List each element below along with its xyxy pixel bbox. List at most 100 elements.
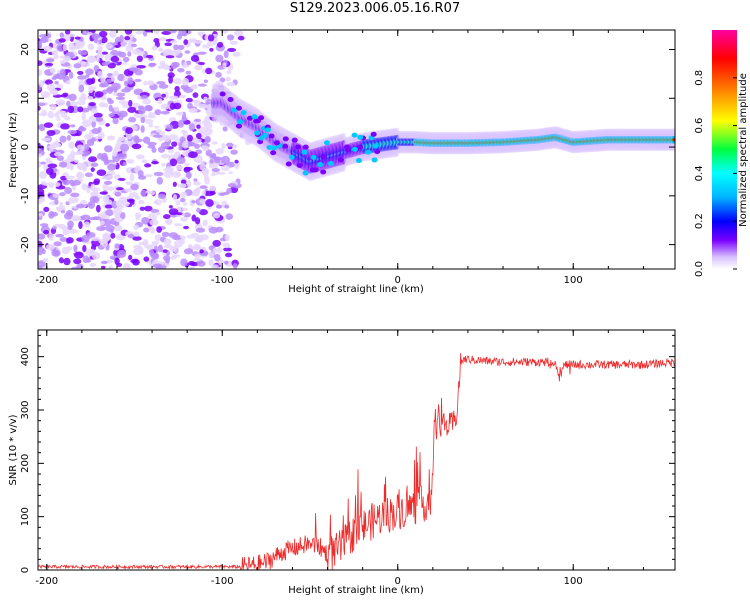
- heatmap-noise-blob: [177, 183, 187, 189]
- snr-xtick-label: -200: [35, 576, 58, 587]
- heatmap-noise-blob: [105, 209, 114, 217]
- heatmap-ytick-label: -20: [20, 236, 31, 252]
- heatmap-noise-blob: [125, 127, 133, 135]
- heatmap-noise-blob: [117, 249, 127, 258]
- heatmap-noise-blob: [49, 211, 59, 217]
- heatmap-noise-blob: [181, 207, 189, 211]
- heatmap-noise-blob: [114, 191, 122, 197]
- heatmap-noise-blob: [67, 105, 75, 114]
- heatmap-noise-blob: [128, 99, 133, 107]
- heatmap-noise-blob: [78, 221, 83, 230]
- heatmap-noise-blob: [94, 91, 104, 98]
- heatmap-noise-blob: [160, 154, 171, 159]
- heatmap-noise-blob: [125, 181, 133, 186]
- heatmap-noise-blob: [119, 34, 124, 43]
- heatmap-noise-blob: [163, 170, 173, 179]
- heatmap-noise-blob: [62, 179, 70, 186]
- heatmap-noise-blob: [147, 80, 155, 86]
- heatmap-noise-blob: [226, 70, 232, 75]
- heatmap-noise-blob: [93, 112, 103, 118]
- heatmap-noise-blob: [145, 105, 153, 112]
- heatmap-noise-blob: [222, 126, 228, 132]
- heatmap-noise-blob: [172, 181, 177, 187]
- heatmap-noise-blob: [157, 193, 167, 200]
- heatmap-noise-blob: [169, 247, 178, 252]
- heatmap-noise-blob: [183, 248, 194, 255]
- heatmap-noise-blob: [43, 33, 52, 39]
- heatmap-noise-blob: [58, 257, 64, 264]
- heatmap-noise-blob: [187, 244, 193, 250]
- heatmap-ridge-blob: [351, 146, 358, 152]
- heatmap-noise-blob: [84, 133, 91, 140]
- heatmap-noise-blob: [43, 206, 50, 213]
- heatmap-noise-blob: [60, 210, 66, 214]
- heatmap-noise-blob: [199, 185, 208, 190]
- heatmap-noise-blob: [164, 91, 169, 100]
- heatmap-noise-blob: [52, 193, 60, 198]
- heatmap-noise-blob: [129, 199, 135, 205]
- heatmap-noise-blob: [127, 69, 134, 76]
- heatmap-noise-blob: [78, 84, 85, 93]
- heatmap-noise-blob: [38, 153, 43, 158]
- heatmap-noise-blob: [77, 126, 87, 132]
- heatmap-noise-blob: [149, 219, 159, 226]
- heatmap-ytick-label: 0: [20, 144, 31, 150]
- heatmap-ridge-blob: [357, 144, 364, 150]
- heatmap-noise-blob: [153, 171, 164, 177]
- heatmap-noise-blob: [41, 248, 46, 255]
- heatmap-noise-blob: [127, 51, 132, 57]
- heatmap-noise-blob: [38, 69, 43, 77]
- heatmap-noise-blob: [73, 251, 84, 259]
- heatmap-noise-blob: [183, 61, 188, 68]
- heatmap-noise-blob: [105, 61, 111, 65]
- heatmap-noise-blob: [211, 264, 219, 269]
- heatmap-noise-blob: [42, 258, 49, 263]
- heatmap-noise-blob: [59, 135, 67, 143]
- heatmap-noise-blob: [124, 35, 131, 41]
- heatmap-noise-blob: [165, 166, 174, 172]
- heatmap-ridge-blob: [230, 107, 237, 113]
- heatmap-noise-blob: [182, 140, 189, 149]
- heatmap-xlabel: Height of straight line (km): [288, 284, 424, 295]
- heatmap-noise-blob: [156, 226, 163, 233]
- heatmap-noise-blob: [183, 225, 190, 230]
- heatmap-noise-blob: [43, 122, 54, 129]
- heatmap-noise-blob: [163, 134, 170, 142]
- heatmap-noise-blob: [107, 186, 115, 191]
- heatmap-ridge-blob: [296, 163, 303, 169]
- heatmap-noise-blob: [185, 97, 193, 103]
- heatmap-noise-blob: [72, 179, 81, 186]
- heatmap-noise-blob: [221, 30, 228, 34]
- heatmap-noise-blob: [191, 200, 196, 204]
- heatmap-ridge-blob: [371, 157, 378, 163]
- heatmap-ridge-blob: [246, 115, 253, 121]
- heatmap-noise-blob: [193, 118, 202, 122]
- heatmap-noise-blob: [187, 151, 198, 159]
- heatmap-noise-blob: [184, 50, 191, 54]
- heatmap-noise-blob: [209, 47, 214, 52]
- heatmap-noise-blob: [60, 175, 67, 181]
- heatmap-noise-blob: [69, 124, 76, 128]
- heatmap-noise-blob: [75, 41, 85, 49]
- heatmap-noise-blob: [194, 217, 201, 225]
- heatmap-noise-blob: [219, 77, 226, 83]
- heatmap-noise-blob: [185, 171, 192, 179]
- heatmap-noise-blob: [185, 70, 192, 75]
- heatmap-noise-blob: [196, 124, 201, 129]
- heatmap-noise-blob: [196, 207, 201, 213]
- heatmap-noise-blob: [89, 191, 98, 197]
- heatmap-noise-blob: [100, 81, 110, 88]
- heatmap-noise-blob: [171, 254, 181, 258]
- heatmap-noise-blob: [90, 162, 99, 167]
- heatmap-noise-blob: [177, 119, 185, 128]
- heatmap-noise-blob: [54, 182, 61, 187]
- heatmap-noise-blob: [140, 125, 145, 133]
- heatmap-noise-blob: [180, 216, 188, 222]
- heatmap-noise-blob: [122, 161, 127, 166]
- heatmap-noise-blob: [151, 147, 157, 153]
- colorbar-tick-label: 0.2: [694, 213, 705, 229]
- heatmap-noise-blob: [165, 55, 175, 59]
- heatmap-noise-blob: [38, 260, 46, 268]
- heatmap-noise-blob: [127, 77, 134, 85]
- heatmap-noise-blob: [54, 198, 59, 205]
